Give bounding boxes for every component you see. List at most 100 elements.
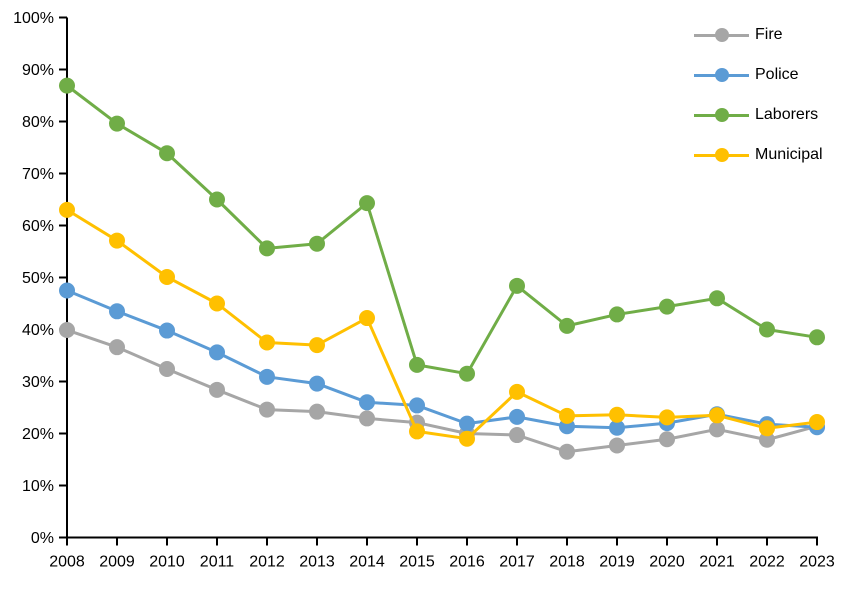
data-point-municipal-2015 xyxy=(409,423,425,440)
data-point-police-2016 xyxy=(459,415,475,432)
x-axis-tick-label: 2015 xyxy=(399,554,435,571)
fire-dot-icon xyxy=(714,28,729,42)
data-point-police-2019 xyxy=(609,419,625,436)
data-point-police-2017 xyxy=(509,408,525,425)
legend-item-police: Police xyxy=(694,55,823,95)
data-point-municipal-2021 xyxy=(709,407,725,424)
series-line-municipal xyxy=(65,208,819,441)
series-line-fire xyxy=(65,328,819,454)
x-axis-tick-label: 2018 xyxy=(549,554,585,571)
data-point-municipal-2016 xyxy=(459,430,475,447)
data-point-fire-2012 xyxy=(259,401,275,418)
data-point-laborers-2013 xyxy=(309,235,325,252)
series-line-police xyxy=(65,289,819,430)
data-point-municipal-2018 xyxy=(559,407,575,424)
police-line-marker-icon xyxy=(694,68,749,82)
x-axis-tick-label: 2019 xyxy=(599,554,635,571)
x-axis-tick-label: 2013 xyxy=(299,554,335,571)
laborers-dot-icon xyxy=(714,108,729,122)
y-axis-tick-label: 40% xyxy=(22,322,54,339)
data-point-laborers-2012 xyxy=(259,240,275,257)
data-point-laborers-2016 xyxy=(459,365,475,382)
data-point-municipal-2012 xyxy=(259,334,275,351)
data-point-municipal-2023 xyxy=(809,414,825,431)
data-point-laborers-2021 xyxy=(709,290,725,307)
data-point-police-2015 xyxy=(409,397,425,414)
municipal-line-marker-icon xyxy=(694,148,749,162)
data-point-laborers-2019 xyxy=(609,306,625,323)
fire-line-marker-icon xyxy=(694,28,749,42)
y-axis-tick-label: 0% xyxy=(31,530,54,547)
legend-label-police: Police xyxy=(755,66,799,83)
data-point-fire-2008 xyxy=(59,322,75,339)
x-axis-tick-label: 2016 xyxy=(449,554,485,571)
series-line-laborers xyxy=(65,84,819,376)
data-point-laborers-2014 xyxy=(359,195,375,212)
data-point-police-2011 xyxy=(209,344,225,361)
data-point-police-2012 xyxy=(259,368,275,385)
data-point-municipal-2009 xyxy=(109,232,125,249)
x-axis-tick-label: 2014 xyxy=(349,554,385,571)
data-point-police-2010 xyxy=(159,322,175,339)
data-point-laborers-2023 xyxy=(809,329,825,346)
data-point-laborers-2017 xyxy=(509,277,525,294)
y-axis-tick-label: 90% xyxy=(22,62,54,79)
legend-label-fire: Fire xyxy=(755,26,783,43)
data-point-fire-2021 xyxy=(709,421,725,438)
data-point-laborers-2018 xyxy=(559,317,575,334)
data-point-fire-2018 xyxy=(559,443,575,460)
data-point-laborers-2022 xyxy=(759,321,775,338)
data-point-municipal-2014 xyxy=(359,310,375,327)
legend: Fire Police Laborers Municipal xyxy=(694,15,823,175)
data-point-fire-2014 xyxy=(359,410,375,427)
data-point-fire-2010 xyxy=(159,361,175,378)
data-point-municipal-2010 xyxy=(159,268,175,285)
x-axis-tick-label: 2023 xyxy=(799,554,835,571)
legend-label-municipal: Municipal xyxy=(755,146,823,163)
data-point-municipal-2011 xyxy=(209,295,225,312)
data-point-municipal-2020 xyxy=(659,409,675,426)
x-axis-tick-label: 2022 xyxy=(749,554,785,571)
data-point-laborers-2015 xyxy=(409,356,425,373)
y-axis-tick-label: 10% xyxy=(22,478,54,495)
data-point-laborers-2020 xyxy=(659,298,675,315)
data-point-fire-2013 xyxy=(309,403,325,420)
y-axis-tick-label: 70% xyxy=(22,166,54,183)
x-axis-tick-label: 2010 xyxy=(149,554,185,571)
x-axis-tick-label: 2009 xyxy=(99,554,135,571)
laborers-line-marker-icon xyxy=(694,108,749,122)
data-point-police-2008 xyxy=(59,282,75,299)
legend-label-laborers: Laborers xyxy=(755,106,819,123)
y-axis-tick-label: 60% xyxy=(22,218,54,235)
municipal-dot-icon xyxy=(714,148,729,162)
data-point-municipal-2017 xyxy=(509,383,525,400)
y-axis-tick-label: 30% xyxy=(22,374,54,391)
data-point-fire-2017 xyxy=(509,427,525,444)
data-point-laborers-2011 xyxy=(209,191,225,208)
data-point-municipal-2019 xyxy=(609,406,625,423)
data-point-laborers-2009 xyxy=(109,115,125,132)
y-axis-tick-label: 20% xyxy=(22,426,54,443)
y-axis-tick-label: 80% xyxy=(22,114,54,131)
data-point-police-2013 xyxy=(309,375,325,392)
x-axis-tick-label: 2008 xyxy=(49,554,85,571)
legend-item-laborers: Laborers xyxy=(694,95,823,135)
data-point-fire-2022 xyxy=(759,431,775,448)
legend-item-municipal: Municipal xyxy=(694,135,823,175)
x-axis-tick-label: 2021 xyxy=(699,554,735,571)
data-point-fire-2011 xyxy=(209,381,225,398)
data-point-municipal-2022 xyxy=(759,420,775,437)
x-axis-tick-label: 2012 xyxy=(249,554,285,571)
data-point-fire-2009 xyxy=(109,339,125,356)
data-point-police-2014 xyxy=(359,394,375,411)
x-axis-tick-label: 2020 xyxy=(649,554,685,571)
data-point-laborers-2010 xyxy=(159,145,175,162)
data-point-municipal-2008 xyxy=(59,201,75,218)
x-axis-tick-label: 2011 xyxy=(200,554,235,571)
data-point-fire-2019 xyxy=(609,437,625,454)
data-point-municipal-2013 xyxy=(309,337,325,354)
data-point-fire-2020 xyxy=(659,431,675,448)
x-axis-tick-label: 2017 xyxy=(499,554,535,571)
